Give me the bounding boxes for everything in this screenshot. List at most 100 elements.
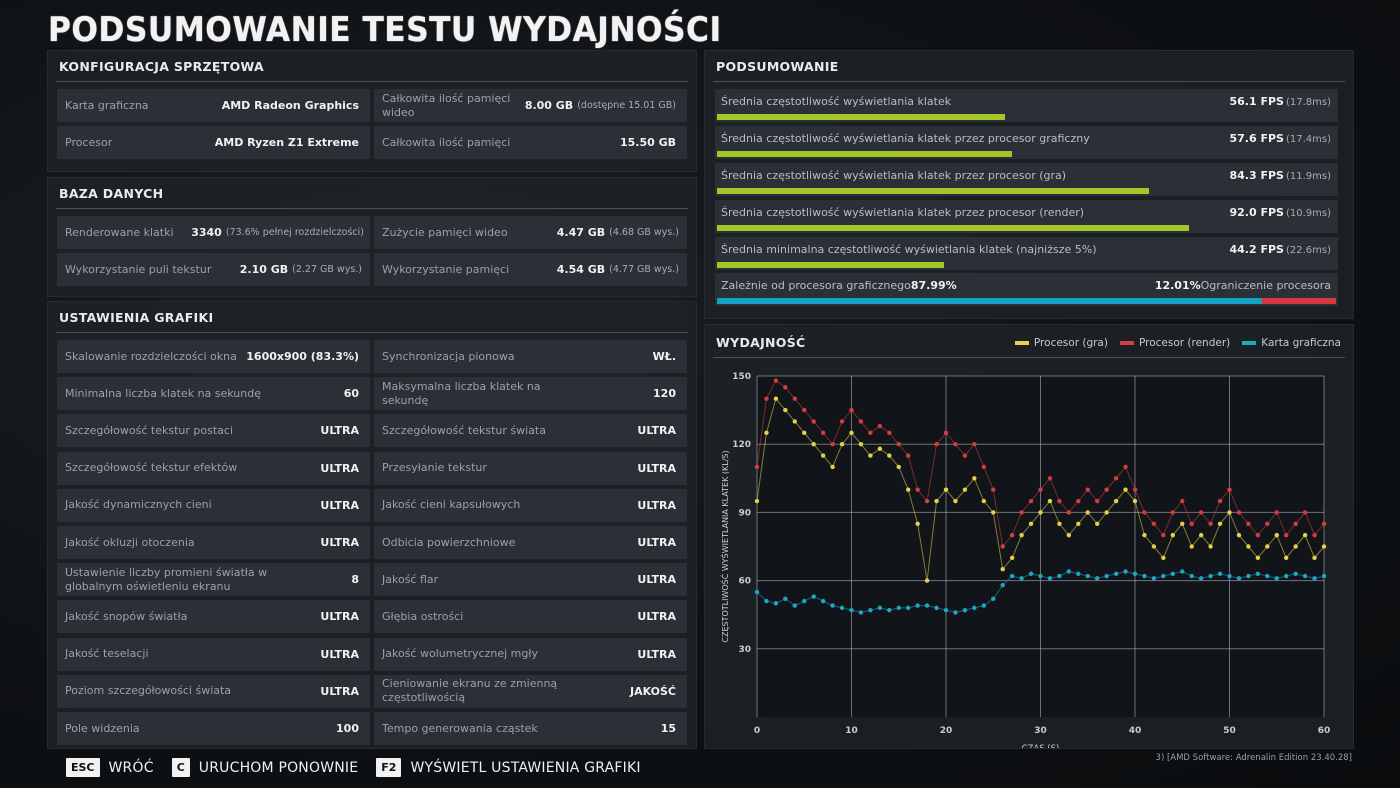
db-frames: Renderowane klatki 3340 (73.6% pełnej roz… xyxy=(57,216,370,249)
y-tick-label: 150 xyxy=(732,372,751,382)
y-axis-label: CZĘSTOTLIWOŚĆ WYŚWIETLANIA KLATEK (KL/S) xyxy=(719,450,730,642)
graphics-setting: Jakość teselacji ULTRA xyxy=(57,637,370,671)
graphics-setting-value: 8 xyxy=(351,573,359,587)
esc-key[interactable]: ESC xyxy=(66,758,100,777)
graphics-setting-label: Pole widzenia xyxy=(65,721,140,735)
summary-title: PODSUMOWANIE xyxy=(716,59,839,74)
graphics-setting: Szczegółowość tekstur świata ULTRA xyxy=(374,414,687,448)
y-tick-label: 30 xyxy=(738,645,751,655)
summary-row: Średnia częstotliwość wyświetlania klate… xyxy=(715,163,1338,196)
x-axis-label: CZAS (S) xyxy=(1022,744,1060,748)
bound-row: Zależnie od procesora graficznego87.99% … xyxy=(715,273,1338,306)
graphics-setting-label: Ustawienie liczby promieni światła w glo… xyxy=(65,565,268,593)
summary-row: Średnia minimalna częstotliwość wyświetl… xyxy=(715,237,1338,270)
data-point xyxy=(1321,573,1327,579)
summary-row-value: 56.1 FPS (17.8ms) xyxy=(1229,95,1332,108)
gpu-bound-bar xyxy=(717,298,1262,304)
series-line xyxy=(756,379,1325,548)
db-texture-pool: Wykorzystanie puli tekstur 2.10 GB (2.27 … xyxy=(57,253,370,286)
graphics-setting: Poziom szczegółowości świata ULTRA xyxy=(57,674,370,708)
graphics-setting-value: ULTRA xyxy=(320,536,359,549)
back-button[interactable]: WRÓĆ xyxy=(108,759,154,776)
graphics-setting: Jakość okluzji otoczenia ULTRA xyxy=(57,526,370,559)
gpu-bound-value: 87.99% xyxy=(910,279,957,292)
graphics-title: USTAWIENIA GRAFIKI xyxy=(59,310,214,325)
show-graphics-settings-button[interactable]: WYŚWIETL USTAWIENIA GRAFIKI xyxy=(410,759,641,776)
graphics-setting: Maksymalna liczba klatek na sekundę 120 xyxy=(374,377,687,411)
graphics-setting-label: Maksymalna liczba klatek na sekundę xyxy=(382,379,541,407)
graphics-setting-label: Synchronizacja pionowa xyxy=(382,349,515,363)
graphics-setting-value: ULTRA xyxy=(320,647,359,661)
graphics-panel: USTAWIENIA GRAFIKI Skalowanie rozdzielcz… xyxy=(47,301,697,749)
graphics-setting-value: JAKOŚĆ xyxy=(630,684,676,698)
hardware-panel: KONFIGURACJA SPRZĘTOWA Karta graficzna A… xyxy=(47,50,697,172)
x-tick-label: 0 xyxy=(754,726,760,736)
graphics-setting: Tempo generowania cząstek 15 xyxy=(374,712,687,745)
chart-legend: Procesor (gra) Procesor (render) Karta g… xyxy=(1014,337,1341,349)
graphics-setting: Jakość flar ULTRA xyxy=(374,563,687,597)
y-tick-label: 120 xyxy=(732,440,751,450)
hw-gpu: Karta graficzna AMD Radeon Graphics xyxy=(57,89,370,122)
x-tick-label: 10 xyxy=(845,726,858,736)
graphics-setting-value: ULTRA xyxy=(320,684,359,698)
performance-panel: WYDAJNOŚĆ Procesor (gra) Procesor (rende… xyxy=(704,324,1354,749)
graphics-setting: Pole widzenia 100 xyxy=(57,712,370,745)
graphics-setting-value: 60 xyxy=(343,387,359,401)
footer-keys: ESC WRÓĆ C URUCHOM PONOWNIE F2 WYŚWIETL … xyxy=(66,758,659,777)
graphics-setting-label: Cieniowanie ekranu ze zmienną częstotliw… xyxy=(382,677,558,705)
graphics-setting-value: 120 xyxy=(653,387,676,401)
restart-button[interactable]: URUCHOM PONOWNIE xyxy=(198,759,359,776)
x-tick-label: 40 xyxy=(1129,726,1142,736)
graphics-setting: Jakość wolumetrycznej mgły ULTRA xyxy=(374,637,687,671)
summary-row: Średnia częstotliwość wyświetlania klate… xyxy=(715,126,1338,159)
graphics-setting-label: Odbicia powierzchniowe xyxy=(382,535,516,549)
performance-chart: 0 10 20 30 40 50 60 30 60 90 120 150 CZAS (S) CZĘSTOT… xyxy=(719,372,1331,748)
summary-row-label: Średnia częstotliwość wyświetlania klate… xyxy=(721,206,1085,219)
graphics-setting-value: ULTRA xyxy=(637,610,676,624)
data-point xyxy=(754,464,760,470)
graphics-setting-label: Jakość teselacji xyxy=(65,647,149,661)
hw-vram: Całkowita ilość pamięci wideo 8.00 GB (do… xyxy=(374,89,687,122)
graphics-setting: Synchronizacja pionowa WŁ. xyxy=(374,340,687,373)
summary-row-value: 84.3 FPS (11.9ms) xyxy=(1229,169,1332,182)
graphics-setting: Odbicia powierzchniowe ULTRA xyxy=(374,526,687,559)
legend-item-gpu: Karta graficzna xyxy=(1242,337,1341,349)
summary-row-value: 57.6 FPS (17.4ms) xyxy=(1229,132,1332,145)
hardware-title: KONFIGURACJA SPRZĘTOWA xyxy=(59,59,265,74)
summary-row-label: Średnia częstotliwość wyświetlania klate… xyxy=(721,95,952,108)
graphics-setting-label: Głębia ostrości xyxy=(382,609,464,623)
database-title: BAZA DANYCH xyxy=(59,186,164,201)
graphics-setting-value: ULTRA xyxy=(320,461,359,475)
graphics-setting: Przesyłanie tekstur ULTRA xyxy=(374,451,687,485)
graphics-setting-label: Jakość wolumetrycznej mgły xyxy=(382,647,538,661)
graphics-setting-value: ULTRA xyxy=(637,461,676,475)
graphics-setting: Minimalna liczba klatek na sekundę 60 xyxy=(57,377,370,411)
legend-item-cpu-render: Procesor (render) xyxy=(1119,337,1230,349)
graphics-setting-value: ULTRA xyxy=(320,610,359,624)
graphics-setting-value: 100 xyxy=(336,722,359,735)
graphics-setting-label: Jakość dynamicznych cieni xyxy=(65,498,212,512)
graphics-setting-value: 15 xyxy=(660,722,676,735)
f2-key[interactable]: F2 xyxy=(376,758,402,777)
summary-row-bar xyxy=(717,225,1189,231)
c-key[interactable]: C xyxy=(171,758,190,777)
summary-row-label: Średnia częstotliwość wyświetlania klate… xyxy=(721,132,1090,145)
graphics-setting: Skalowanie rozdzielczości okna 1600x900 (… xyxy=(57,340,370,373)
graphics-setting: Szczegółowość tekstur efektów ULTRA xyxy=(57,451,370,485)
version-text: 3) [AMD Software: Adrenalin Edition 23.4… xyxy=(1155,753,1352,763)
graphics-setting-label: Tempo generowania cząstek xyxy=(382,721,538,735)
graphics-setting-value: ULTRA xyxy=(637,573,676,587)
x-tick-label: 60 xyxy=(1318,726,1331,736)
summary-row-bar xyxy=(717,151,1012,157)
graphics-setting-value: ULTRA xyxy=(637,536,676,549)
graphics-setting: Szczegółowość tekstur postaci ULTRA xyxy=(57,414,370,448)
x-tick-label: 50 xyxy=(1223,726,1236,736)
summary-row: Średnia częstotliwość wyświetlania klate… xyxy=(715,89,1338,122)
series-line xyxy=(756,570,1325,613)
cpu-bound-value: 12.01% xyxy=(1154,279,1201,292)
x-tick-label: 20 xyxy=(940,726,953,736)
graphics-setting-value: ULTRA xyxy=(320,424,359,438)
hw-cpu: Procesor AMD Ryzen Z1 Extreme xyxy=(57,126,370,159)
graphics-setting-label: Poziom szczegółowości świata xyxy=(65,684,232,698)
hw-ram: Całkowita ilość pamięci 15.50 GB xyxy=(374,126,687,159)
